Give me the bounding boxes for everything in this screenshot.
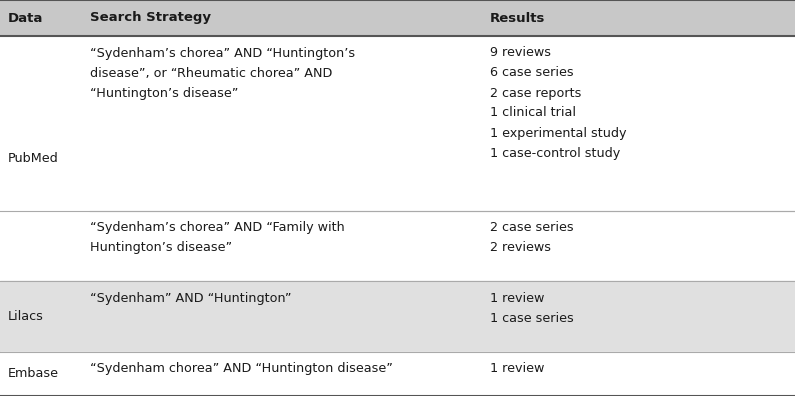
- Text: 6 case series: 6 case series: [490, 67, 574, 80]
- Text: 2 case reports: 2 case reports: [490, 86, 581, 99]
- Text: Search Strategy: Search Strategy: [90, 11, 211, 25]
- Bar: [0, 0, 795, 36]
- Bar: [0, 352, 795, 396]
- Text: 1 case series: 1 case series: [490, 312, 574, 325]
- Text: 1 case-control study: 1 case-control study: [490, 147, 620, 160]
- Text: 1 experimental study: 1 experimental study: [490, 126, 626, 139]
- Text: Huntington’s disease”: Huntington’s disease”: [90, 241, 232, 254]
- Text: PubMed: PubMed: [8, 152, 59, 165]
- Text: “Sydenham” AND “Huntington”: “Sydenham” AND “Huntington”: [90, 292, 292, 305]
- Text: 1 review: 1 review: [490, 362, 545, 375]
- Text: 1 review: 1 review: [490, 292, 545, 305]
- Bar: [0, 281, 795, 352]
- Text: “Sydenham’s chorea” AND “Family with: “Sydenham’s chorea” AND “Family with: [90, 221, 345, 234]
- Text: “Sydenham’s chorea” AND “Huntington’s: “Sydenham’s chorea” AND “Huntington’s: [90, 46, 355, 59]
- Text: “Huntington’s disease”: “Huntington’s disease”: [90, 86, 238, 99]
- Text: 1 clinical trial: 1 clinical trial: [490, 107, 576, 120]
- Bar: [0, 211, 795, 281]
- Text: 2 reviews: 2 reviews: [490, 241, 551, 254]
- Text: Lilacs: Lilacs: [8, 310, 44, 323]
- Text: 2 case series: 2 case series: [490, 221, 574, 234]
- Text: Data: Data: [8, 11, 44, 25]
- Text: “Sydenham chorea” AND “Huntington disease”: “Sydenham chorea” AND “Huntington diseas…: [90, 362, 393, 375]
- Text: 9 reviews: 9 reviews: [490, 46, 551, 59]
- Text: Results: Results: [490, 11, 545, 25]
- Text: disease”, or “Rheumatic chorea” AND: disease”, or “Rheumatic chorea” AND: [90, 67, 332, 80]
- Bar: [0, 36, 795, 211]
- Text: Embase: Embase: [8, 367, 59, 380]
